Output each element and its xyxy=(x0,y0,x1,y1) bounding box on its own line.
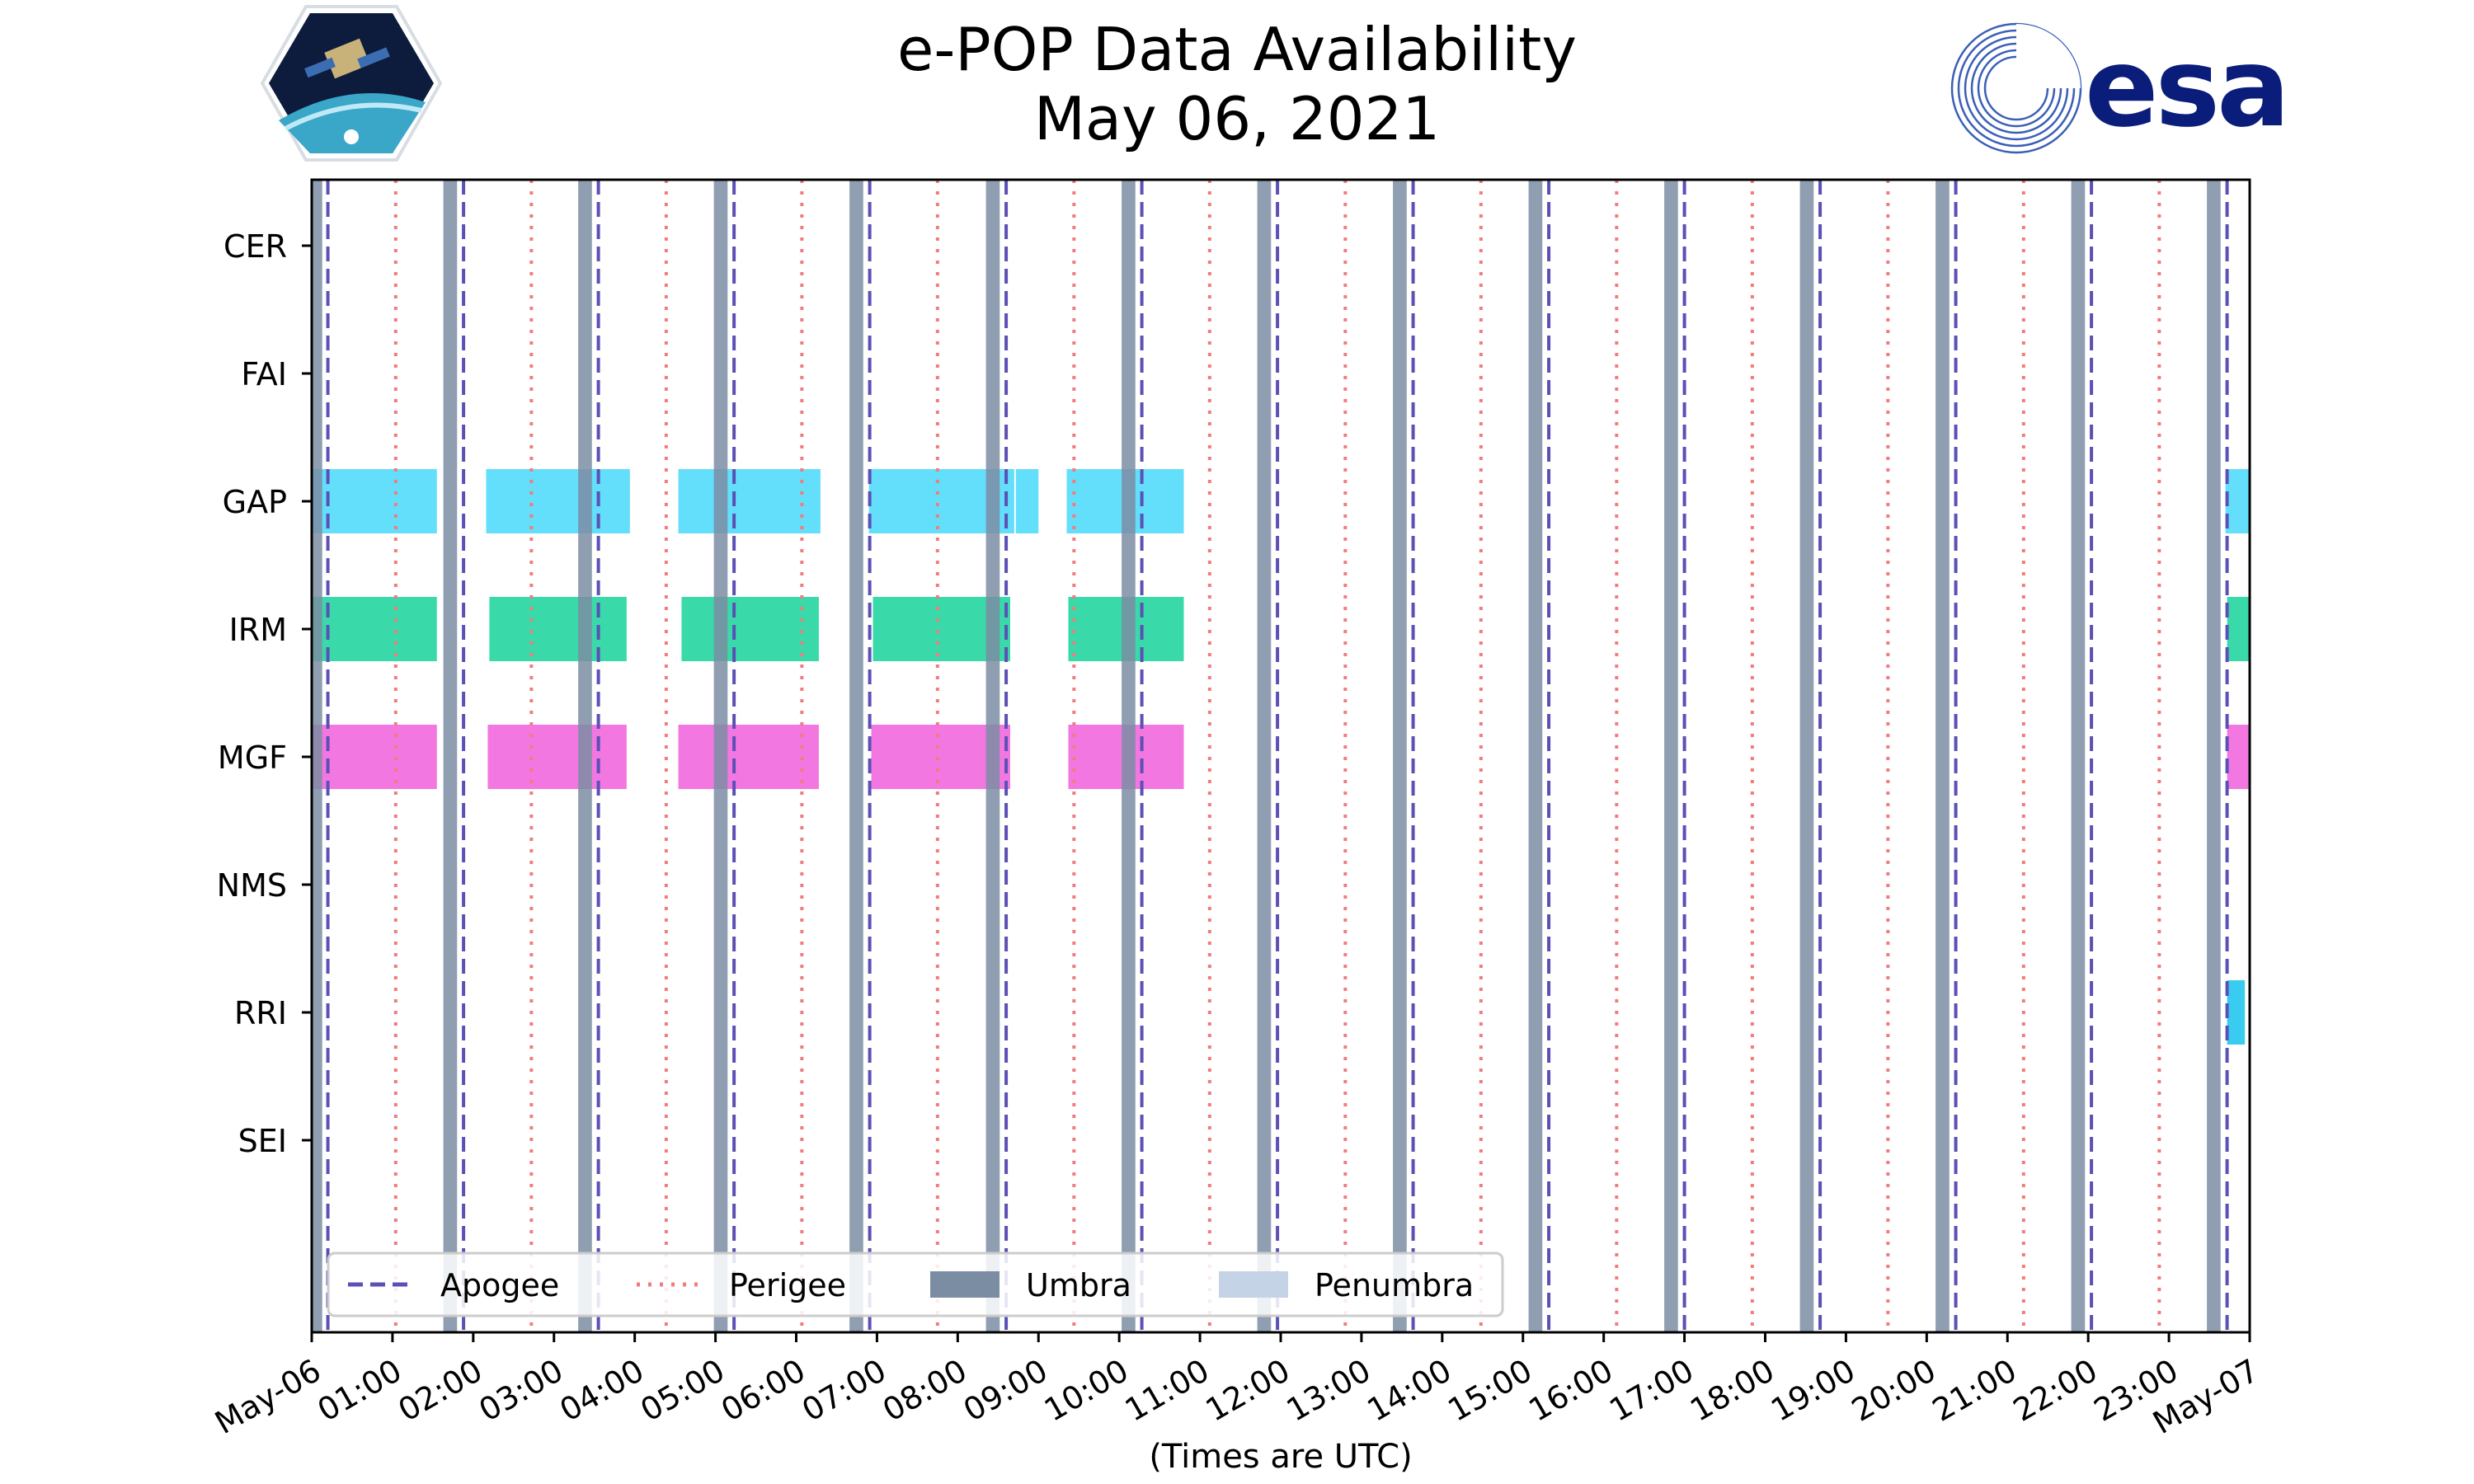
x-tick-label-4: 04:00 xyxy=(553,1352,650,1429)
title-line-1: e-POP Data Availability xyxy=(897,15,1577,84)
bar-gap-2 xyxy=(678,469,821,533)
legend-label-umbra: Umbra xyxy=(1026,1267,1131,1303)
bar-mgf-0 xyxy=(312,725,437,789)
legend-label-apogee: Apogee xyxy=(440,1267,559,1303)
umbra-band-7 xyxy=(1257,180,1272,1332)
x-tick-label-10: 10:00 xyxy=(1038,1352,1135,1429)
umbra-band-1 xyxy=(443,180,458,1332)
bar-rri-0 xyxy=(2227,980,2246,1045)
legend-swatch-penumbra xyxy=(1219,1271,1288,1298)
x-tick-label-7: 07:00 xyxy=(796,1352,892,1429)
bar-mgf-5 xyxy=(2227,725,2250,789)
y-tick-label-sei: SEI xyxy=(238,1123,287,1159)
umbra-band-8 xyxy=(1393,180,1407,1332)
umbra-band-4 xyxy=(849,180,863,1332)
y-tick-label-gap: GAP xyxy=(223,484,287,520)
x-tick-label-12: 12:00 xyxy=(1200,1352,1296,1429)
legend-label-penumbra: Penumbra xyxy=(1315,1267,1474,1303)
bars-layer xyxy=(312,469,2250,1045)
legend-label-perigee: Perigee xyxy=(729,1267,846,1303)
x-tick-label-21: 21:00 xyxy=(1926,1352,2023,1429)
x-tick-label-19: 19:00 xyxy=(1765,1352,1861,1429)
umbra-band-9 xyxy=(1528,180,1543,1332)
umbra-band-2 xyxy=(578,180,592,1332)
umbra-band-6 xyxy=(1122,180,1136,1332)
umbra-band-11 xyxy=(1799,180,1814,1332)
umbra-band-10 xyxy=(1664,180,1678,1332)
x-tick-label-11: 11:00 xyxy=(1119,1352,1216,1429)
bar-gap-1 xyxy=(486,469,630,533)
x-tick-label-3: 03:00 xyxy=(473,1352,569,1429)
y-tick-label-rri: RRI xyxy=(234,995,287,1031)
events-layer xyxy=(312,180,2229,1332)
y-tick-label-cer: CER xyxy=(223,228,287,265)
legend-swatch-umbra xyxy=(930,1271,999,1298)
bar-gap-0 xyxy=(312,469,437,533)
x-tick-label-1: 01:00 xyxy=(312,1352,408,1429)
umbra-band-3 xyxy=(713,180,728,1332)
bar-irm-2 xyxy=(681,597,819,661)
legend: Apogee Perigee Umbra Penumbra xyxy=(327,1252,1504,1317)
x-tick-label-8: 08:00 xyxy=(877,1352,973,1429)
bar-mgf-2 xyxy=(678,725,819,789)
x-tick-label-9: 09:00 xyxy=(957,1352,1054,1429)
umbra-band-0 xyxy=(312,180,322,1332)
x-tick-label-20: 20:00 xyxy=(1846,1352,1942,1429)
umbra-band-12 xyxy=(1935,180,1950,1332)
bar-mgf-1 xyxy=(487,725,627,789)
x-tick-label-14: 14:00 xyxy=(1361,1352,1457,1429)
bar-irm-0 xyxy=(312,597,437,661)
y-tick-label-mgf: MGF xyxy=(218,740,287,776)
legend-box xyxy=(327,1252,1504,1317)
x-tick-label-16: 16:00 xyxy=(1522,1352,1619,1429)
x-tick-label-5: 05:00 xyxy=(634,1352,731,1429)
x-tick-label-22: 22:00 xyxy=(2007,1352,2104,1429)
bar-gap-6 xyxy=(2225,469,2250,533)
y-tick-label-irm: IRM xyxy=(229,612,287,648)
title-line-2: May 06, 2021 xyxy=(1033,84,1441,153)
umbra-band-13 xyxy=(2071,180,2086,1332)
umbra-band-14 xyxy=(2207,180,2221,1332)
cassiope-logo-icon xyxy=(261,5,442,162)
y-tick-label-fai: FAI xyxy=(241,356,287,392)
umbra-band-5 xyxy=(985,180,1000,1332)
x-tick-label-18: 18:00 xyxy=(1684,1352,1780,1429)
esa-logo-icon: esa xyxy=(1946,18,2309,158)
x-tick-label-13: 13:00 xyxy=(1281,1352,1377,1429)
x-axis-label: (Times are UTC) xyxy=(1149,1438,1412,1476)
x-tick-label-17: 17:00 xyxy=(1603,1352,1700,1429)
x-tick-label-2: 02:00 xyxy=(392,1352,488,1429)
esa-wordmark: esa xyxy=(2085,25,2290,152)
x-tick-label-0: May-06 xyxy=(209,1352,327,1441)
bar-irm-5 xyxy=(2227,597,2250,661)
bar-irm-1 xyxy=(489,597,627,661)
bar-gap-4 xyxy=(1015,469,1039,533)
y-tick-label-nms: NMS xyxy=(217,867,287,904)
x-tick-label-6: 06:00 xyxy=(715,1352,811,1429)
chart-title: e-POP Data Availability May 06, 2021 xyxy=(0,15,2474,153)
x-tick-label-15: 15:00 xyxy=(1442,1352,1538,1429)
